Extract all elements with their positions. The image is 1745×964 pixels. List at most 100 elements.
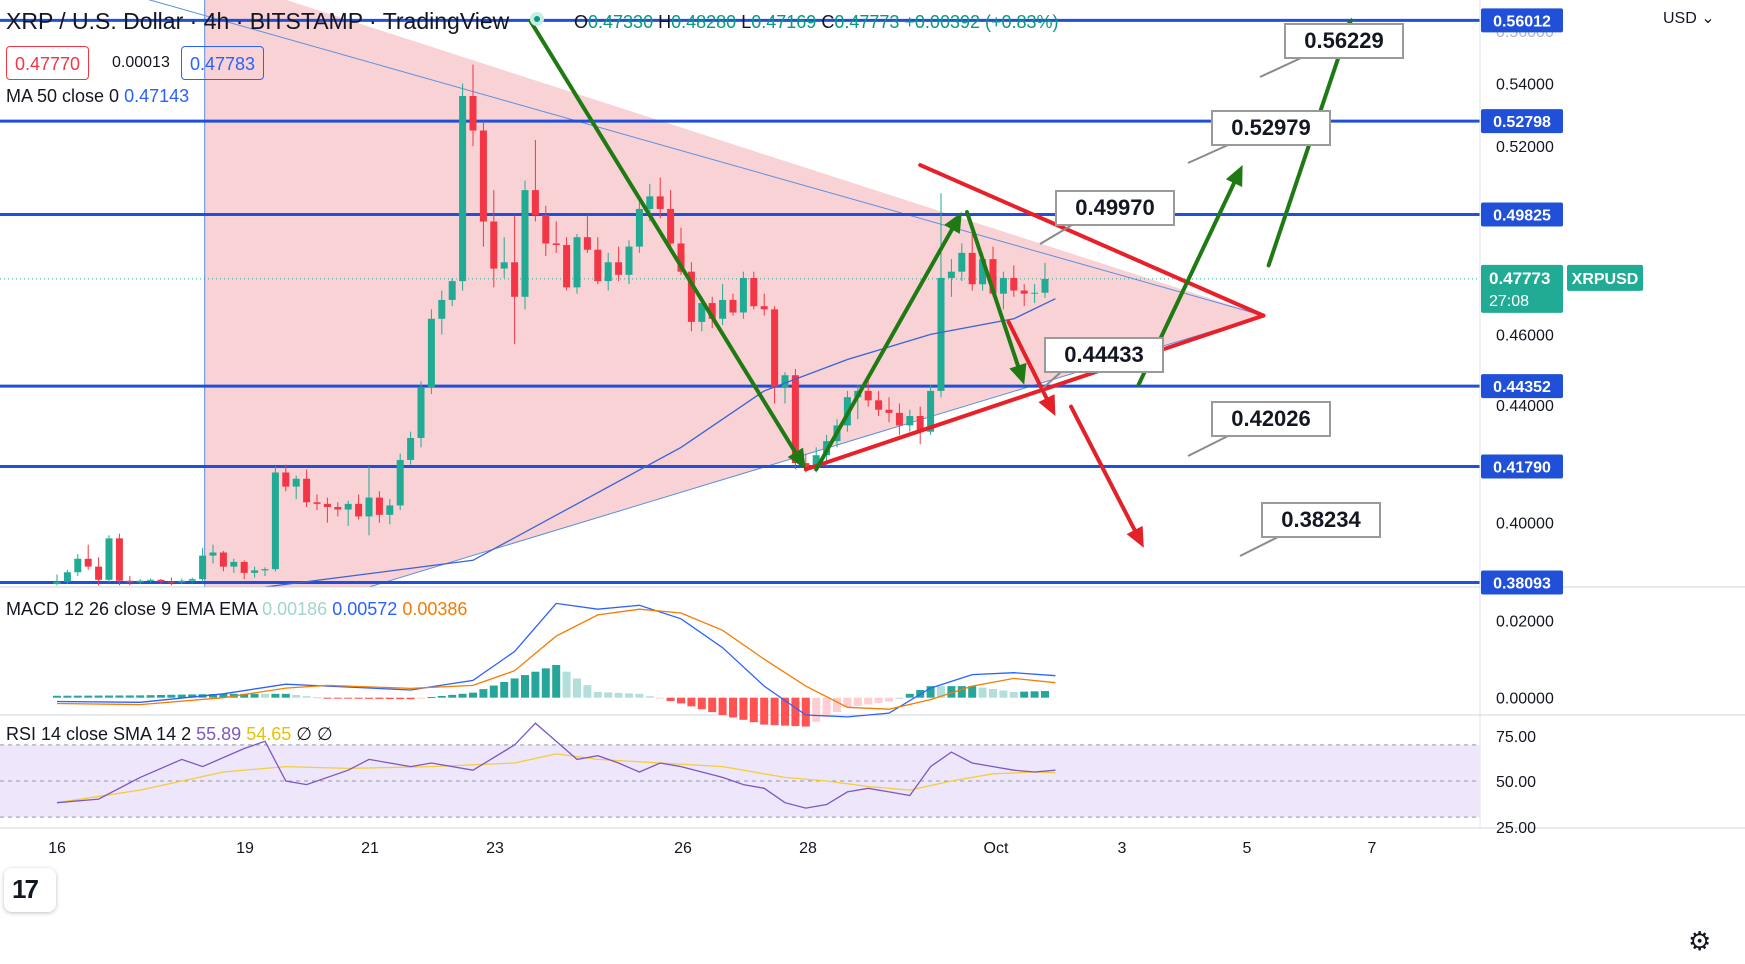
candle-body [136,580,144,583]
macd-histogram-bar [167,694,176,698]
macd-histogram-bar [209,694,217,698]
macd-histogram-bar [843,697,852,708]
macd-histogram-bar [718,697,727,715]
macd-histogram-bar [739,697,748,720]
price-tick-label: 0.44000 [1496,398,1554,415]
macd-tick-label: 0.02000 [1496,614,1554,631]
gear-icon[interactable]: ⚙ [1688,926,1712,956]
tradingview-logo-icon[interactable]: 17 [4,868,56,912]
macd-histogram-bar [94,695,103,698]
macd-histogram-bar [1041,691,1049,698]
buy-price-button[interactable]: 0.47783 [181,46,265,80]
candle-body [771,309,779,388]
currency-label: USD [1663,10,1697,27]
time-tick-label: 16 [48,840,66,857]
candle-body [147,579,155,581]
ma-legend[interactable]: MA 50 close 0 0.47143 [6,86,189,107]
callout-box [1055,190,1175,226]
callout-box [1211,110,1331,146]
callout-label: 0.52979 [1231,115,1311,140]
candle-body [729,299,737,313]
macd-histogram-bar [250,693,259,698]
close-value: 0.47773 [834,12,900,32]
candle-body [802,463,810,468]
low-value: 0.47169 [751,12,817,32]
candle-body [115,538,123,581]
candle-body [989,259,997,294]
ma-50-line [264,298,1056,587]
last-price-label: 0.47773 [1489,269,1550,288]
candle-body [271,472,279,570]
candle-body [739,277,747,313]
rsi-legend[interactable]: RSI 14 close SMA 14 2 55.89 54.65 ∅ ∅ [6,724,333,745]
callout-box [1284,23,1404,59]
symbol-title[interactable]: XRP / U.S. Dollar · 4h · BITSTAMP · Trad… [6,8,509,35]
callout-label: 0.42026 [1231,406,1311,431]
rsi-sma-value: 54.65 [246,724,292,744]
macd-signal-line [56,608,1056,710]
market-status-icon[interactable] [530,12,544,26]
candle-body [500,262,508,269]
candle-body [875,400,883,410]
callout-pointer [1042,371,1062,389]
candle-body [968,252,976,285]
sell-price-button[interactable]: 0.47770 [6,46,90,80]
macd-histogram-bar [562,671,571,698]
macd-histogram-bar [115,695,124,698]
macd-histogram-bar [541,668,550,698]
macd-histogram-bar [157,694,165,698]
candle-body [251,570,259,573]
macd-histogram-bar [146,695,155,698]
rsi-tick-label: 75.00 [1496,729,1536,746]
candle-body [469,96,477,131]
green-arrow-head [787,447,806,470]
time-tick-label: 28 [799,840,817,857]
ma-label: MA 50 close 0 [6,86,120,106]
macd-histogram-bar [417,697,425,699]
macd-histogram-bar [614,692,623,698]
macd-histogram-bar [874,697,883,703]
candle-body [906,416,914,426]
macd-histogram-bar [822,697,831,717]
candle-body [157,579,165,582]
macd-histogram-bar [510,678,519,698]
spread-value: 0.00013 [112,54,170,71]
open-value: 0.47330 [588,12,654,32]
macd-histogram-bar [864,697,873,705]
candle-body [552,243,560,246]
candle-body [511,262,519,297]
macd-hist-value: 0.00186 [262,599,328,619]
candle-body [292,478,300,487]
red-arrow [1069,404,1137,533]
time-tick-label: 23 [486,840,504,857]
level-badge [1481,454,1563,479]
candle-body [178,580,186,583]
level-badge [1481,374,1563,399]
candle-body [84,558,92,567]
macd-histogram-bar [729,697,737,718]
macd-histogram-bar [853,697,862,706]
callout-pointer [1187,144,1229,164]
macd-histogram-bar [947,686,956,698]
currency-selector[interactable]: USD ⌄ [1663,8,1715,28]
macd-histogram-bar [281,693,290,698]
candle-body [1010,277,1018,291]
macd-histogram-bar [84,695,93,698]
price-tick-label: 0.54000 [1496,76,1554,93]
macd-histogram-bar [354,697,363,699]
open-label: O [574,12,589,32]
title-separator: · [235,8,244,34]
ma-value: 0.47143 [124,86,190,106]
candle-body [1041,278,1049,293]
candle-body [958,252,966,272]
candle-body [760,306,768,310]
macd-histogram-bar [469,692,477,698]
macd-histogram-bar [687,697,696,707]
macd-legend[interactable]: MACD 12 26 close 9 EMA EMA 0.00186 0.005… [6,599,467,620]
macd-histogram-bar [177,694,186,698]
macd-histogram-bar [188,694,197,698]
macd-histogram-bar [760,697,769,725]
candle-body [895,412,903,426]
callout-label: 0.49970 [1075,195,1155,220]
